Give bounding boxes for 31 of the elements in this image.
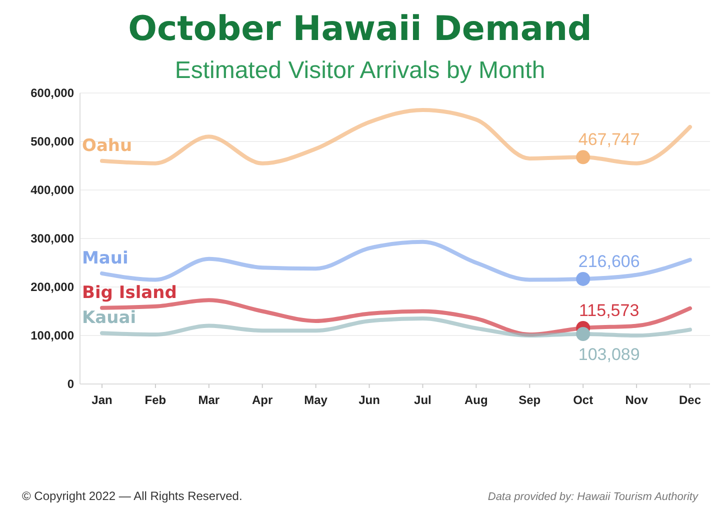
data-label: 115,573	[578, 300, 640, 320]
y-tick-label: 200,000	[30, 280, 74, 294]
chart-title: October Hawaii Demand	[128, 9, 592, 49]
y-tick-label: 100,000	[30, 328, 74, 342]
x-tick-label: Apr	[252, 393, 274, 407]
series-label: Oahu	[82, 136, 132, 156]
x-tick-label: Jun	[358, 393, 380, 407]
series-label: Big Island	[82, 282, 177, 303]
data-label: 103,089	[578, 345, 640, 364]
y-tick-label: 300,000	[30, 232, 74, 246]
y-tick-label: 500,000	[30, 134, 74, 148]
x-tick-label: Nov	[625, 393, 648, 407]
y-tick-label: 400,000	[30, 183, 74, 197]
x-tick-label: Jan	[92, 393, 112, 407]
x-tick-label: Oct	[573, 393, 594, 407]
data-label: 216,606	[578, 252, 640, 271]
series-label: Kauai	[82, 308, 136, 328]
data-label: 467,747	[578, 130, 640, 150]
x-tick-label: Dec	[678, 393, 702, 407]
x-tick-label: Aug	[464, 393, 488, 407]
text: Data provided by: Hawaii Tourism Authority	[488, 491, 700, 503]
series-label: Maui	[82, 248, 128, 268]
text: © Copyright 2022 — All Rights Reserved.	[22, 489, 242, 503]
y-tick-label: 600,000	[30, 86, 74, 100]
y-tick-label: 0	[67, 377, 74, 391]
x-tick-label: Feb	[144, 393, 166, 407]
x-tick-label: May	[304, 393, 328, 407]
x-tick-label: Sep	[518, 393, 541, 407]
chart-subtitle: Estimated Visitor Arrivals by Month	[174, 57, 546, 84]
x-tick-label: Mar	[198, 393, 220, 407]
x-tick-label: Jul	[414, 393, 432, 407]
